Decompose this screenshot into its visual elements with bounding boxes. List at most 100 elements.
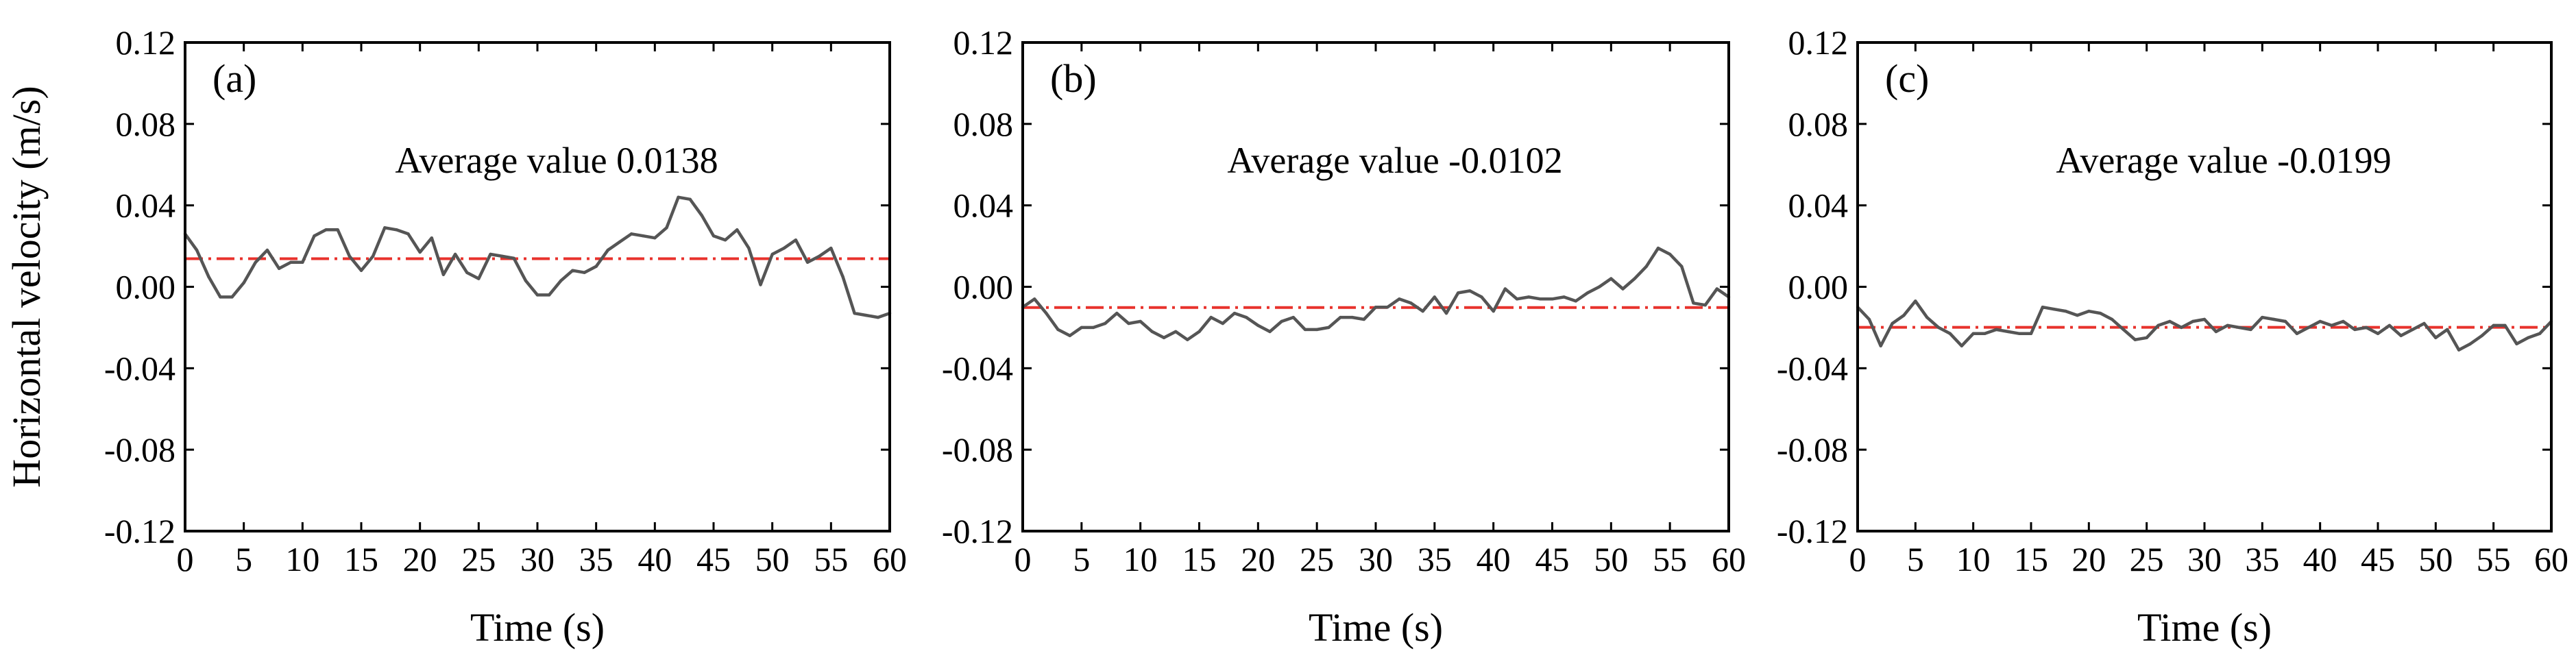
data-point [2307,326,2310,330]
data-point [1948,332,1952,335]
data-point [2318,319,2322,323]
data-point [1245,315,1248,319]
panel-a: 0.12 0.08 0.04 0.00 -0.04 -0.08 -0.120 5 10 15 20 2… [4,23,907,650]
data-point [1656,246,1660,250]
data-point [371,254,375,258]
data-point [535,293,539,297]
x-tick-label: 35 [579,540,613,578]
data-point [1574,299,1577,303]
velocity-series-line [1856,299,2553,352]
data-point [1444,311,1448,315]
data-point [876,315,880,319]
data-point [500,254,504,258]
data-point [2411,328,2414,332]
data-point [1515,297,1519,301]
data-point [2180,326,2183,330]
y-tick-label: 0.08 [1788,105,1849,143]
x-axis-title: Time (s) [1309,605,1443,650]
data-point [1268,330,1272,334]
data-point [1692,302,1695,305]
data-point [1609,277,1613,280]
data-point [1221,321,1225,326]
data-point [653,236,657,240]
x-axis-title: Time (s) [2137,605,2272,650]
y-tick-label: -0.08 [104,430,175,469]
data-point [1480,295,1483,299]
data-point [2156,323,2160,328]
data-point [1033,297,1036,301]
data-point [665,226,668,230]
y-tick-label: -0.08 [1777,430,1848,469]
data-point [1715,287,1718,291]
data-point [747,246,751,250]
data-point [1091,326,1095,330]
y-tick-label: -0.04 [104,349,175,387]
data-point [1598,285,1601,289]
data-point [2342,319,2345,323]
data-point [1703,304,1707,307]
data-point [254,260,257,264]
data-point [1045,311,1048,315]
y-tick-label: 0.00 [116,268,176,306]
data-point [465,271,469,274]
average-annotation: Average value -0.0199 [2056,140,2391,181]
y-tick-label: -0.04 [942,349,1013,387]
data-point [2202,317,2207,321]
y-tick-label: 0.12 [953,23,1014,62]
data-point [395,228,398,232]
data-point [794,238,798,242]
data-point [2133,338,2137,341]
panel-c: 0.12 0.08 0.04 0.00 -0.04 -0.08 -0.120 5 10 15 20 2… [1777,23,2568,650]
data-point [629,232,633,236]
data-point [1174,330,1178,334]
data-point [559,279,563,282]
data-point [524,279,528,282]
data-point [547,293,551,297]
data-point [1374,306,1378,309]
data-point [2353,328,2357,332]
data-point [2399,334,2403,337]
x-tick-label: 20 [2071,540,2106,578]
data-point [1457,291,1460,295]
data-point [1068,334,1071,337]
data-point [700,214,704,217]
data-point [1056,328,1060,332]
plot-frame [184,41,891,532]
x-tick-label: 25 [1300,540,1334,578]
data-point [430,236,433,240]
x-tick-label: 25 [461,540,496,578]
data-point [2064,309,2067,313]
data-point [2168,319,2172,323]
data-point [736,228,739,232]
data-point [2330,323,2333,328]
data-point [1339,315,1342,319]
data-point [2295,332,2299,335]
average-annotation: Average value -0.0102 [1227,140,1562,181]
data-point [2515,342,2518,345]
x-tick-label: 45 [2361,540,2395,578]
x-tick-label: 0 [1014,540,1032,578]
data-point [2041,306,2045,309]
data-point [1291,315,1296,319]
data-point [1080,326,1084,330]
data-point [688,197,692,201]
velocity-series-line [184,195,890,319]
y-tick-label: -0.12 [104,512,175,550]
data-point [219,295,222,299]
data-point [677,195,680,199]
data-point [2283,319,2287,323]
data-point [805,260,810,264]
data-point [441,273,446,276]
data-point [864,313,868,317]
x-tick-label: 30 [2187,540,2222,578]
y-tick-label: 0.08 [116,105,176,143]
data-point [489,252,492,256]
data-point [512,256,515,260]
data-point [2457,348,2461,352]
data-point [1891,321,1894,326]
data-point [1468,289,1472,293]
data-point [642,234,645,238]
data-point [1421,309,1424,313]
data-point [1633,277,1636,280]
data-point [195,248,199,252]
